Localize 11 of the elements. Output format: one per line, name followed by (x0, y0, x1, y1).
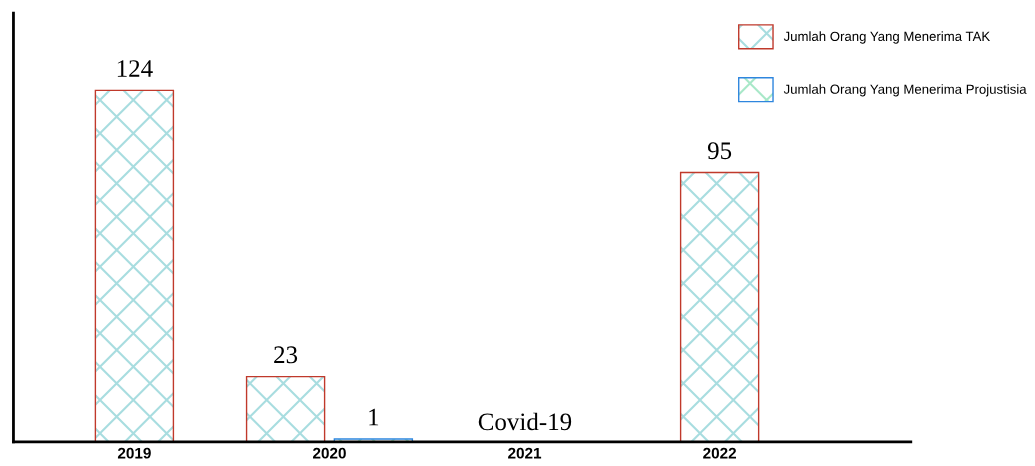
legend-label: Jumlah Orang Yang Menerima TAK (783, 31, 991, 44)
data-label: 124 (117, 60, 153, 77)
x-tick-label: 2019 (117, 447, 151, 459)
data-label: 1 (369, 408, 379, 426)
annotation: Covid-19 (478, 412, 572, 431)
data-label: 95 (707, 142, 732, 160)
data-label: 23 (274, 346, 298, 364)
x-tick-label: 2021 (508, 447, 542, 459)
x-tick-label: 2020 (313, 447, 346, 459)
legend-label: Jumlah Orang Yang Menerima Projustisia (783, 84, 1027, 97)
x-tick-label: 2022 (703, 447, 737, 459)
